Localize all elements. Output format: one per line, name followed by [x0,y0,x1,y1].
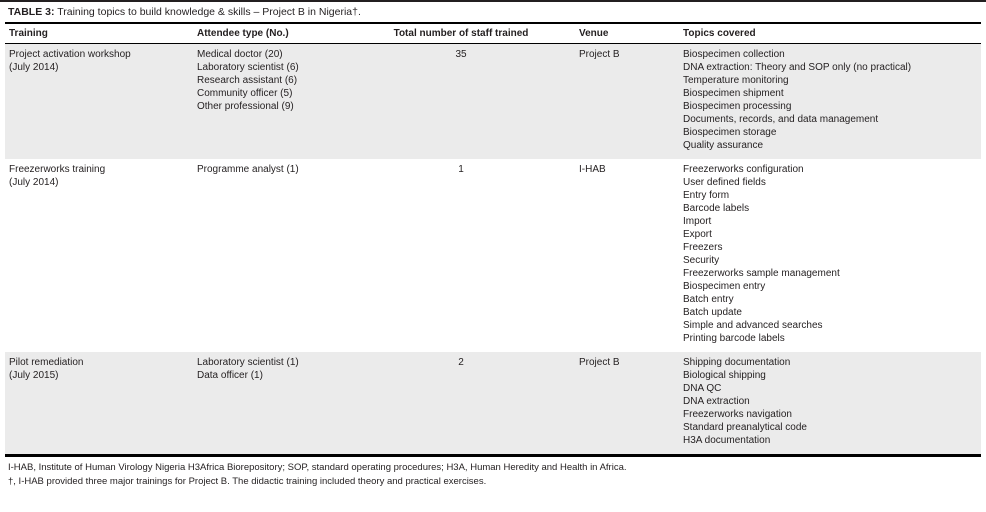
topic-line: Import [683,216,712,227]
topic-line: Barcode labels [683,203,750,214]
topic-line: Temperature monitoring [683,75,789,86]
table-number-label: TABLE 3: [8,6,55,18]
topic-line: Batch entry [683,294,734,305]
cell-topics: Biospecimen collection DNA extraction: Th… [679,44,981,160]
training-name: Project activation workshop [9,49,131,60]
table-row: Pilot remediation (July 2015) Laboratory s… [5,352,981,456]
table-caption: Training topics to build knowledge & ski… [57,6,361,18]
cell-venue: Project B [579,357,620,368]
topic-line: Biospecimen entry [683,281,766,292]
topic-line: Biological shipping [683,370,766,381]
cell-venue: I-HAB [579,164,606,175]
attendee-line: Other professional (9) [197,101,294,112]
topic-line: Freezerworks sample management [683,268,840,279]
cell-attendees: Medical doctor (20) Laboratory scientist … [193,44,375,160]
topic-line: Biospecimen shipment [683,88,784,99]
topic-line: Biospecimen processing [683,101,792,112]
cell-training: Project activation workshop (July 2014) [5,44,193,160]
cell-total-staff: 2 [458,357,464,368]
training-date: (July 2014) [9,177,59,188]
cell-attendees: Programme analyst (1) [193,159,375,352]
attendee-line: Laboratory scientist (1) [197,357,299,368]
topic-line: Export [683,229,712,240]
table-row: Project activation workshop (July 2014) Me… [5,43,981,160]
table-body: Project activation workshop (July 2014) Me… [5,43,981,456]
header-row: Training Attendee type (No.) Total numbe… [5,23,981,44]
footnote-abbreviations: I-HAB, Institute of Human Virology Niger… [8,462,627,473]
topic-line: DNA QC [683,383,722,394]
training-name: Freezerworks training [9,164,106,175]
topic-line: Biospecimen collection [683,49,785,60]
attendee-line: Medical doctor (20) [197,49,283,60]
topic-line: Freezers [683,242,723,253]
topic-line: Security [683,255,720,266]
topic-line: DNA extraction: Theory and SOP only (no … [683,62,912,73]
training-table: Training Attendee type (No.) Total numbe… [5,22,981,457]
cell-total-staff: 1 [458,164,464,175]
cell-topics: Freezerworks configuration User defined f… [679,159,981,352]
topic-line: Freezerworks navigation [683,409,792,420]
attendee-line: Research assistant (6) [197,75,298,86]
cell-venue: Project B [579,49,620,60]
attendee-line: Data officer (1) [197,370,263,381]
cell-topics: Shipping documentation Biological shippin… [679,352,981,456]
cell-attendees: Laboratory scientist (1) Data officer (1) [193,352,375,456]
column-header-topics: Topics covered [679,23,981,44]
topic-line: Entry form [683,190,730,201]
topic-line: DNA extraction [683,396,750,407]
attendee-line: Programme analyst (1) [197,164,299,175]
cell-training: Pilot remediation (July 2015) [5,352,193,456]
footnote-dagger: †, I-HAB provided three major trainings … [8,475,487,487]
topic-line: Freezerworks configuration [683,164,804,175]
table-title: TABLE 3: Training topics to build knowle… [5,2,981,22]
column-header-training: Training [5,23,193,44]
topic-line: H3A documentation [683,435,771,446]
attendee-line: Community officer (5) [197,88,293,99]
topic-line: Documents, records, and data management [683,114,879,125]
topic-line: Shipping documentation [683,357,791,368]
topic-line: Quality assurance [683,140,764,151]
topic-line: Biospecimen storage [683,127,777,138]
attendee-line: Laboratory scientist (6) [197,62,299,73]
topic-line: Standard preanalytical code [683,422,807,433]
training-date: (July 2014) [9,62,59,73]
topic-line: User defined fields [683,177,766,188]
table-row: Freezerworks training (July 2014) Programm… [5,159,981,352]
training-date: (July 2015) [9,370,59,381]
column-header-venue: Venue [547,23,679,44]
cell-total-staff: 35 [455,49,467,60]
training-name: Pilot remediation [9,357,84,368]
topic-line: Batch update [683,307,742,318]
column-header-total-staff: Total number of staff trained [375,23,547,44]
table-footnotes: I-HAB, Institute of Human Virology Niger… [5,457,981,488]
column-header-attendee-type: Attendee type (No.) [193,23,375,44]
topic-line: Printing barcode labels [683,333,785,344]
topic-line: Simple and advanced searches [683,320,823,331]
cell-training: Freezerworks training (July 2014) [5,159,193,352]
